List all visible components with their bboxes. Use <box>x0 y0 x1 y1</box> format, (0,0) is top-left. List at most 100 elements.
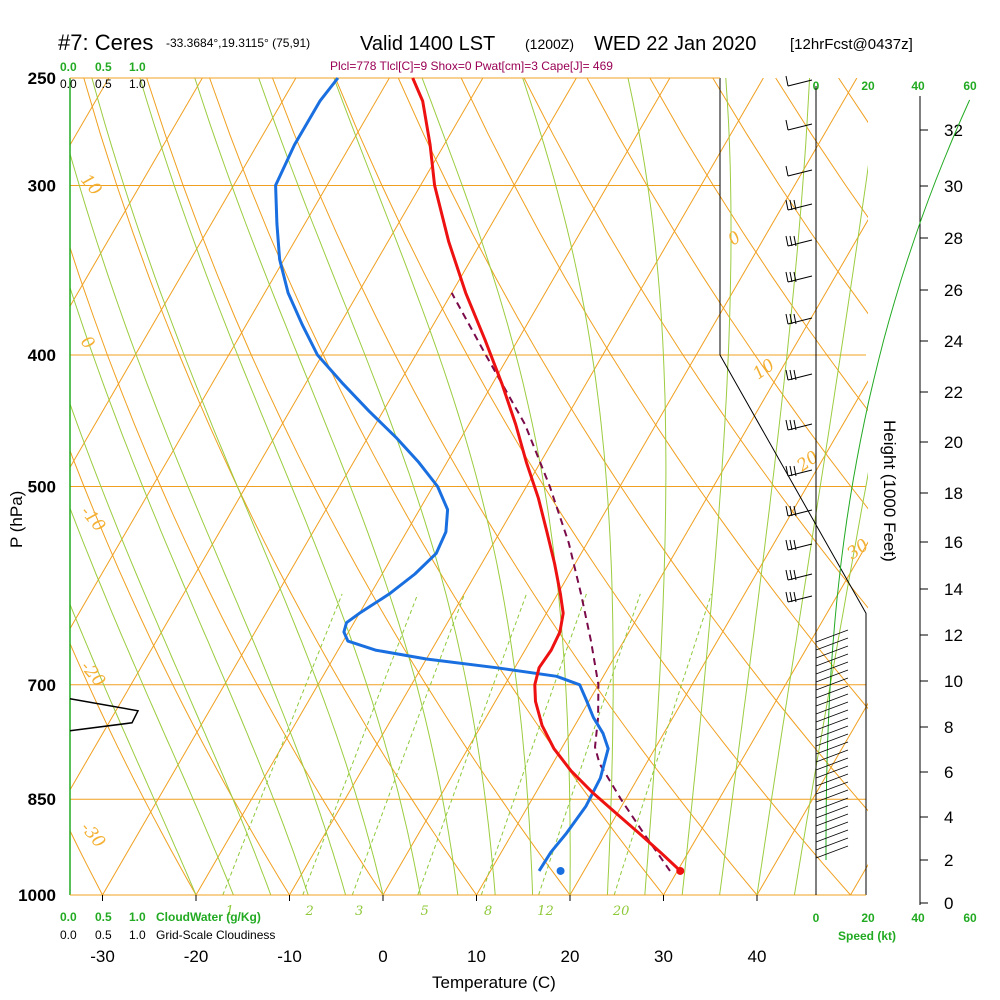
wind-barb <box>815 749 849 763</box>
moist-adiabat <box>70 151 347 895</box>
dry-adiabat <box>70 449 290 895</box>
height-tick-label: 26 <box>944 281 963 300</box>
moist-adiabat <box>258 78 496 895</box>
mixing-ratio-label: 3 <box>355 904 363 919</box>
mixing-ratio-line <box>351 593 466 895</box>
isotherm-line <box>382 78 858 895</box>
surface-dewpoint-marker <box>556 866 565 875</box>
mixing-ratio-label: 20 <box>612 904 630 919</box>
height-tick-label: 6 <box>944 763 953 782</box>
pressure-tick-label: 500 <box>28 478 56 497</box>
pressure-tick-label: 300 <box>28 176 56 195</box>
moist-adiabat <box>139 78 421 895</box>
y-axis-title: P (hPa) <box>7 491 26 548</box>
moist-adiabat <box>522 78 614 895</box>
wind-barb <box>785 569 813 581</box>
height-tick-label: 0 <box>944 894 953 913</box>
dry-adiabat <box>272 78 758 895</box>
height-tick-label: 8 <box>944 718 953 737</box>
mixing-ratio-label: 12 <box>537 904 554 919</box>
cloudiness-scale-bottom-2: 1.0 <box>129 928 146 942</box>
parcel-trace <box>450 292 671 872</box>
cloud-scale-top-0: 0.0 <box>60 60 77 74</box>
dry-adiabat <box>70 642 197 895</box>
clipped-grid <box>70 78 868 895</box>
moist-adiabat <box>194 78 459 895</box>
speed-tick-label-bottom: 20 <box>861 911 875 925</box>
cloud-scale-top-1: 0.5 <box>95 60 112 74</box>
valid-time: Valid 1400 LST <box>360 33 495 55</box>
dry-adiabat <box>146 78 571 895</box>
wind-barb <box>785 271 813 283</box>
isotherm-line <box>663 541 868 895</box>
wind-barb <box>815 629 849 643</box>
wind-barb <box>815 789 849 803</box>
wind-barb <box>815 781 849 795</box>
wind-barb <box>785 539 813 551</box>
moist-adiabat <box>681 78 732 895</box>
cloudiness-scale-bottom-0: 0.0 <box>60 928 77 942</box>
isotherm-line <box>70 78 390 630</box>
mixing-ratio-line <box>222 593 343 895</box>
mixing-ratio-label: 8 <box>484 904 492 919</box>
wind-barb <box>815 677 849 691</box>
x-axis-title: Temperature (C) <box>432 973 556 992</box>
zulu-time: (1200Z) <box>525 36 574 52</box>
moist-adiabat <box>421 78 571 895</box>
isotherm-line <box>195 78 671 895</box>
sounding-indices: Plcl=778 Tlcl[C]=9 Shox=0 Pwat[cm]=3 Cap… <box>330 59 613 73</box>
moist-adiabat <box>793 471 868 895</box>
height-tick-label: 4 <box>944 808 953 827</box>
mixing-ratio-line <box>302 593 419 895</box>
wind-barb <box>785 165 813 177</box>
surface-temperature-marker <box>676 866 685 875</box>
speed-tick-label-bottom: 60 <box>963 911 977 925</box>
wind-barb <box>815 725 849 739</box>
cloudiness-profile <box>69 698 140 732</box>
dry-adiabat <box>83 78 477 895</box>
height-tick-label: 10 <box>944 672 963 691</box>
moist-adiabat <box>70 402 272 895</box>
mixing-ratio-line <box>613 593 712 895</box>
wind-barb <box>785 75 813 87</box>
dewpoint-line <box>274 77 610 872</box>
wind-barb <box>785 591 813 603</box>
wind-barb <box>815 645 849 659</box>
cloudiness-scale-top-1: 0.5 <box>95 77 112 91</box>
height-tick-label: 16 <box>944 533 963 552</box>
cloudiness-scale-top-2: 1.0 <box>129 77 146 91</box>
pressure-tick-label: 1000 <box>18 886 56 905</box>
cloudiness-scale-top-0: 0.0 <box>60 77 77 91</box>
wind-barb <box>815 845 849 859</box>
moist-adiabat <box>91 78 384 895</box>
pressure-tick-label: 700 <box>28 676 56 695</box>
wind-barb <box>815 773 849 787</box>
wind-barb <box>815 821 849 835</box>
mixing-ratio-line <box>538 593 641 895</box>
dry-adiabat <box>334 78 851 895</box>
height-tick-label: 22 <box>944 383 963 402</box>
temperature-tick-label: -10 <box>277 947 302 966</box>
wind-barb <box>815 661 849 675</box>
wind-barb <box>815 837 849 851</box>
isotherm-line <box>102 78 577 895</box>
speed-tick-label-bottom: 40 <box>911 911 925 925</box>
height-tick-label: 2 <box>944 851 953 870</box>
wind-barb <box>815 741 849 755</box>
dry-adiabat <box>397 78 868 812</box>
wind-barb-column <box>785 75 971 895</box>
height-tick-label: 18 <box>944 484 963 503</box>
pressure-tick-label: 400 <box>28 346 56 365</box>
height-tick-label: 30 <box>944 177 963 196</box>
dry-adiabat <box>460 78 868 710</box>
wind-barb <box>815 709 849 723</box>
background-grid <box>69 77 868 896</box>
wind-barb <box>785 505 813 517</box>
wind-barb <box>785 119 813 131</box>
moist-adiabat <box>627 78 667 895</box>
wind-barb <box>785 419 813 431</box>
wind-barb <box>785 313 813 325</box>
dry-adiabat <box>523 78 868 609</box>
wind-barb <box>815 653 849 667</box>
